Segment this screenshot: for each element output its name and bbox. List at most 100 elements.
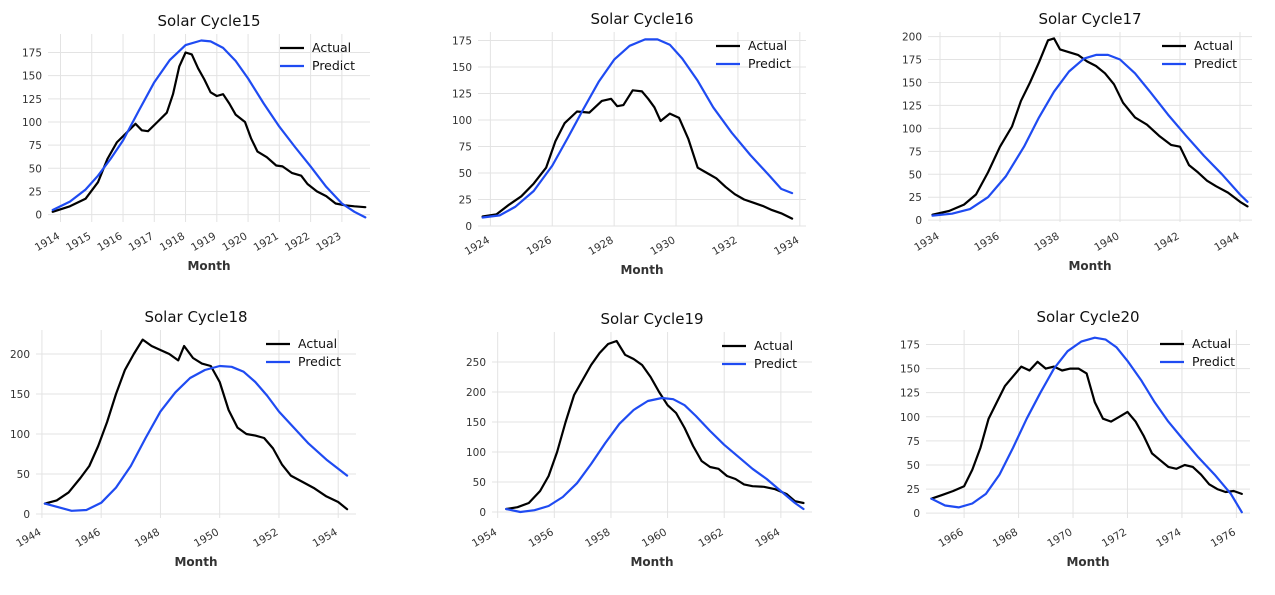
x-tick-label: 1944 [1212, 230, 1241, 254]
x-tick-label: 1954 [311, 526, 340, 550]
x-tick-label: 1923 [314, 230, 343, 254]
x-tick-label: 1932 [710, 234, 739, 258]
legend-predict-label: Predict [312, 58, 355, 73]
y-tick-label: 100 [452, 115, 472, 127]
y-tick-label: 150 [466, 417, 486, 429]
y-tick-label: 50 [473, 477, 486, 489]
x-tick-label: 1944 [14, 526, 43, 550]
actual-series-line [930, 360, 1243, 500]
x-axis-label: Month [1066, 555, 1109, 569]
y-tick-label: 100 [900, 412, 920, 424]
x-tick-label: 1970 [1045, 526, 1074, 550]
y-tick-label: 50 [29, 163, 42, 175]
predict-series-line [505, 396, 805, 514]
x-tick-label: 1936 [972, 230, 1001, 254]
x-axis-label: Month [174, 555, 217, 569]
x-axis-label: Month [630, 555, 673, 569]
y-tick-label: 0 [913, 508, 920, 520]
chart-title: Solar Cycle19 [600, 310, 703, 328]
x-tick-label: 1940 [1092, 230, 1121, 254]
y-tick-label: 125 [902, 100, 922, 112]
y-tick-label: 100 [466, 447, 486, 459]
y-tick-label: 0 [479, 507, 486, 519]
x-tick-label: 1972 [1100, 526, 1129, 550]
legend-actual-label: Actual [312, 40, 351, 55]
legend-predict-label: Predict [1194, 56, 1237, 71]
y-tick-label: 150 [452, 62, 472, 74]
y-tick-label: 200 [10, 349, 30, 361]
x-tick-label: 1938 [1032, 230, 1061, 254]
legend-predict-label: Predict [1192, 354, 1235, 369]
legend-predict-label: Predict [298, 354, 341, 369]
y-tick-label: 0 [23, 509, 30, 521]
y-tick-label: 175 [22, 48, 42, 60]
y-tick-label: 0 [465, 221, 472, 233]
chart-panel: 0 50 100 150 200 1944 1946 1948 1950 1952 1954 Sola… [10, 308, 356, 569]
actual-series-line [931, 37, 1249, 216]
x-tick-label: 1919 [189, 230, 218, 254]
actual-series-line [43, 338, 349, 511]
chart-panel: 0 25 50 75 100 125 150 175 200 1934 1936 1938 1940 19… [902, 10, 1252, 273]
predict-series-line [43, 364, 349, 512]
y-tick-label: 50 [907, 460, 920, 472]
x-tick-label: 1914 [33, 230, 62, 254]
x-tick-label: 1952 [251, 526, 280, 550]
legend-actual-label: Actual [748, 38, 787, 53]
y-tick-label: 125 [900, 388, 920, 400]
y-tick-label: 150 [902, 77, 922, 89]
x-tick-label: 1950 [192, 526, 221, 550]
legend-actual-label: Actual [1194, 38, 1233, 53]
x-tick-label: 1976 [1209, 526, 1238, 550]
chart-title: Solar Cycle20 [1036, 308, 1139, 326]
x-tick-label: 1968 [991, 526, 1020, 550]
x-tick-label: 1964 [753, 526, 782, 550]
y-tick-label: 0 [915, 215, 922, 227]
x-tick-label: 1942 [1152, 230, 1181, 254]
y-tick-label: 150 [22, 71, 42, 83]
x-tick-label: 1948 [133, 526, 162, 550]
legend-predict-label: Predict [754, 356, 797, 371]
y-tick-label: 75 [29, 140, 42, 152]
chart-title: Solar Cycle17 [1038, 10, 1141, 28]
x-tick-label: 1917 [127, 230, 156, 254]
y-tick-label: 175 [900, 339, 920, 351]
legend-actual-label: Actual [298, 336, 337, 351]
x-tick-label: 1958 [583, 526, 612, 550]
y-tick-label: 50 [909, 169, 922, 181]
chart-title: Solar Cycle16 [590, 10, 693, 28]
actual-series-line [51, 51, 367, 213]
y-tick-label: 0 [35, 210, 42, 222]
x-tick-label: 1934 [772, 234, 801, 258]
y-tick-label: 25 [459, 194, 472, 206]
x-tick-label: 1920 [220, 230, 249, 254]
y-tick-label: 75 [909, 146, 922, 158]
x-axis-label: Month [187, 259, 230, 273]
y-tick-label: 100 [22, 117, 42, 129]
y-tick-label: 100 [902, 123, 922, 135]
y-tick-label: 150 [900, 364, 920, 376]
legend-actual-label: Actual [1192, 336, 1231, 351]
x-tick-label: 1921 [252, 230, 281, 254]
x-tick-label: 1956 [527, 526, 556, 550]
x-tick-label: 1962 [697, 526, 726, 550]
x-tick-label: 1930 [648, 234, 677, 258]
y-tick-label: 200 [466, 387, 486, 399]
x-tick-label: 1915 [64, 230, 93, 254]
chart-title: Solar Cycle18 [144, 308, 247, 326]
x-tick-label: 1928 [586, 234, 615, 258]
x-tick-label: 1918 [158, 230, 187, 254]
y-tick-label: 25 [907, 484, 920, 496]
x-tick-label: 1960 [640, 526, 669, 550]
x-axis-label: Month [620, 263, 663, 277]
y-tick-label: 50 [17, 469, 30, 481]
y-tick-label: 50 [459, 168, 472, 180]
x-tick-label: 1946 [74, 526, 103, 550]
y-tick-label: 250 [466, 357, 486, 369]
actual-series-line [505, 339, 805, 511]
legend-actual-label: Actual [754, 338, 793, 353]
y-tick-label: 75 [907, 436, 920, 448]
y-tick-label: 125 [452, 88, 472, 100]
y-tick-label: 175 [452, 35, 472, 47]
